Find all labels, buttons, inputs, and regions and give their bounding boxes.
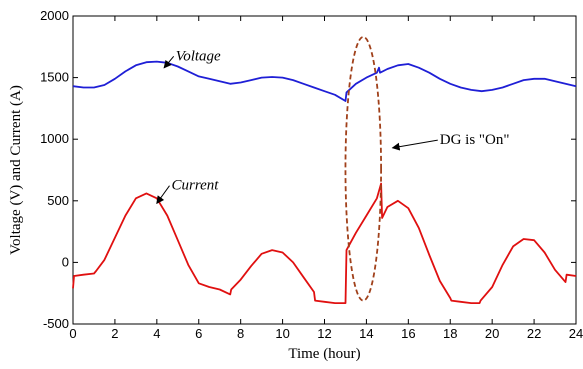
- x-tick-label-6: 12: [317, 326, 331, 341]
- annotation-label-2: DG is "On": [440, 132, 510, 148]
- annotation-arrow-1: [156, 185, 170, 205]
- x-tick-label-2: 4: [153, 326, 160, 341]
- x-tick-label-4: 8: [237, 326, 244, 341]
- x-tick-label-7: 14: [359, 326, 373, 341]
- x-tick-label-5: 10: [275, 326, 289, 341]
- x-tick-label-8: 16: [401, 326, 415, 341]
- x-tick-label-10: 20: [485, 326, 499, 341]
- y-tick-label-0: -500: [43, 316, 69, 331]
- plot-area: [72, 15, 577, 325]
- x-tick-label-11: 22: [527, 326, 541, 341]
- y-axis-title: Voltage (V) and Current (A): [8, 85, 24, 255]
- y-tick-label-1: 0: [62, 254, 69, 269]
- annotations: Voltage Current DG is "On": [156, 36, 510, 302]
- series-line-current: [72, 182, 577, 304]
- y-tick-label-4: 1500: [40, 70, 69, 85]
- annotation-arrow-2: [391, 139, 438, 151]
- x-tick-label-3: 6: [195, 326, 202, 341]
- x-tick-label-0: 0: [69, 326, 76, 341]
- y-tick-label-3: 1000: [40, 131, 69, 146]
- series-line-voltage: [72, 60, 577, 102]
- y-tick-label-5: 2000: [40, 8, 69, 23]
- x-axis-title: Time (hour): [288, 346, 360, 362]
- annotation-arrow-0: [163, 56, 175, 69]
- x-tick-label-1: 2: [111, 326, 118, 341]
- x-tick-label-12: 24: [569, 326, 583, 341]
- x-tick-label-9: 18: [443, 326, 457, 341]
- series-layer: [72, 60, 577, 304]
- y-tick-label-2: 500: [47, 193, 69, 208]
- axis-ticks: 0 2 4 6 8 10 12 14 16 18 20 22 24-500050010001500200…: [40, 8, 583, 341]
- annotation-label-1: Current: [172, 178, 220, 194]
- annotation-label-0: Voltage: [176, 48, 221, 64]
